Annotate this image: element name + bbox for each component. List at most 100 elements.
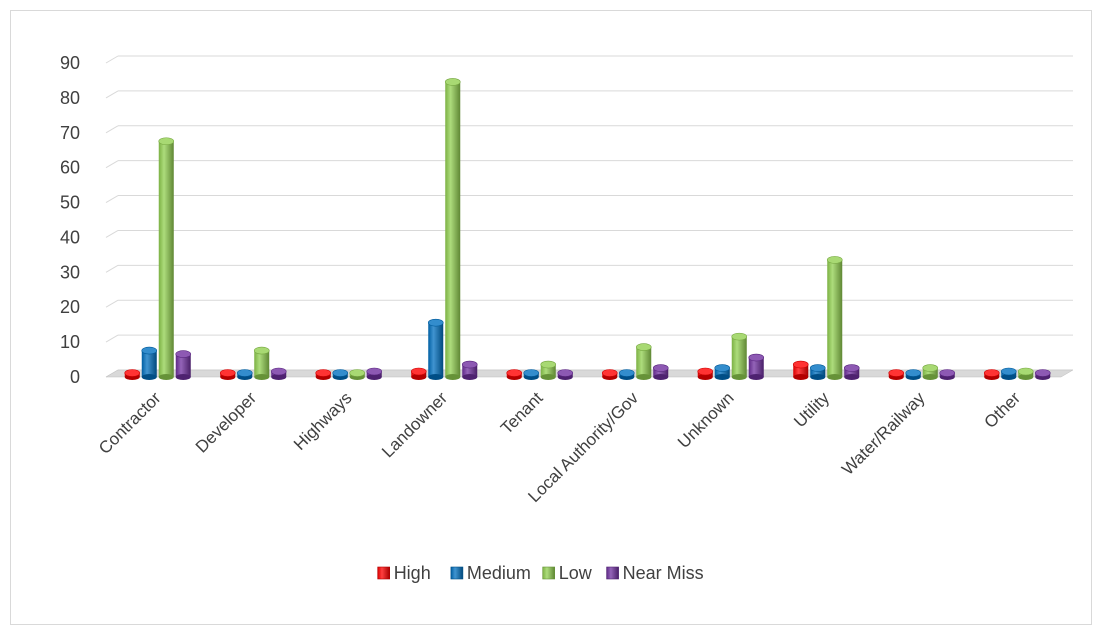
bar-top	[939, 369, 956, 377]
bar-base	[175, 374, 191, 380]
bar-top	[366, 367, 383, 376]
bar-base	[731, 374, 747, 380]
bar-top	[697, 367, 714, 376]
bar-base	[714, 374, 730, 380]
bar-top	[158, 137, 175, 146]
y-tick-label: 70	[60, 123, 80, 143]
legend-item-medium: Medium	[450, 563, 531, 583]
bar-top	[888, 369, 905, 377]
bar-low	[635, 343, 652, 380]
bar-high	[601, 369, 618, 380]
bar-medium	[1000, 367, 1017, 380]
bar-base	[158, 374, 174, 380]
y-tick-label: 10	[60, 332, 80, 352]
bar-near-miss	[748, 353, 765, 380]
legend-item-near-miss: Near Miss	[606, 563, 704, 583]
legend-label: High	[394, 563, 431, 583]
bar-base	[271, 374, 287, 380]
bar-near-miss	[843, 364, 860, 380]
bar-body	[445, 81, 461, 377]
bar-top	[124, 369, 141, 377]
gridline-depth	[105, 230, 119, 238]
bar-top	[843, 364, 860, 372]
bar-low	[826, 256, 843, 380]
bar-medium	[523, 369, 540, 380]
bar-base	[793, 374, 809, 380]
bar-top	[410, 367, 427, 376]
y-tick-label: 40	[60, 227, 80, 247]
bar-base	[1001, 374, 1017, 380]
legend-swatch	[542, 566, 556, 580]
bar-near-miss	[1034, 369, 1051, 380]
legend-item-high: High	[377, 563, 431, 583]
bar-top	[540, 360, 557, 369]
bar-body	[731, 336, 747, 377]
legend-label: Low	[559, 563, 593, 583]
bar-top	[714, 364, 731, 372]
bar-body	[714, 368, 730, 377]
y-tick-label: 30	[60, 262, 80, 282]
bar-medium	[427, 318, 444, 380]
y-tick-label: 0	[70, 367, 80, 387]
bar-high	[506, 369, 523, 380]
bar-top	[922, 364, 939, 372]
legend-swatch	[606, 566, 619, 580]
x-tick-label: Landowner	[378, 388, 451, 461]
y-tick-label: 80	[60, 88, 80, 108]
gridline-depth	[105, 160, 119, 169]
bar-medium	[618, 369, 635, 380]
bar-base	[445, 374, 461, 380]
bar-base	[636, 374, 652, 380]
bar-high	[697, 367, 714, 380]
bar-base	[827, 374, 843, 380]
bar-high	[888, 369, 905, 380]
bar-low	[1017, 367, 1034, 380]
bar-low	[349, 369, 366, 380]
bar-base	[254, 374, 270, 380]
bar-body	[175, 354, 191, 377]
gridline-depth	[105, 55, 119, 64]
chart-area: 0 10 20 30 40 50 60 70 80 90 Contractor Developer Hi…	[10, 10, 1092, 625]
gridline-depth	[105, 334, 119, 343]
bar-body	[827, 259, 843, 377]
bar-top	[792, 360, 809, 369]
bar-top	[748, 353, 765, 362]
bar-top	[652, 364, 669, 372]
bar-top	[635, 343, 652, 351]
bar-top	[349, 369, 366, 377]
y-tick-label: 60	[60, 158, 80, 178]
bar-top	[506, 369, 523, 377]
bar-top	[175, 350, 192, 358]
gridline-depth	[105, 125, 119, 134]
bar-body	[653, 368, 669, 377]
bar-top	[219, 369, 236, 377]
bar-top	[461, 360, 478, 369]
bar-top	[905, 369, 922, 377]
y-tick-label: 90	[60, 53, 80, 73]
bar-medium	[141, 346, 158, 380]
x-tick-label: Highways	[290, 388, 356, 454]
bar-top	[983, 369, 1000, 377]
bar-base	[748, 374, 764, 380]
bar-high	[124, 369, 141, 380]
legend-swatch	[377, 566, 391, 580]
bar-top	[826, 256, 843, 264]
bar-top	[731, 332, 748, 341]
bar-medium	[332, 369, 349, 380]
x-tick-label: Other	[981, 388, 1025, 432]
bar-top	[601, 369, 618, 377]
legend-label: Medium	[467, 563, 531, 583]
y-tick-label: 50	[60, 193, 80, 213]
bar-base	[428, 374, 444, 380]
bar-top	[315, 369, 332, 377]
x-tick-label: Contractor	[95, 388, 165, 458]
x-tick-label: Water/Railway	[838, 388, 929, 479]
bar-base	[462, 374, 478, 380]
bar-base	[366, 374, 382, 380]
bar-base	[697, 374, 713, 380]
legend-label: Near Miss	[623, 563, 704, 583]
bar-top	[1034, 369, 1051, 377]
x-tick-label: Unknown	[674, 388, 738, 452]
gridline-depth	[105, 90, 119, 99]
bar-body	[254, 350, 270, 377]
